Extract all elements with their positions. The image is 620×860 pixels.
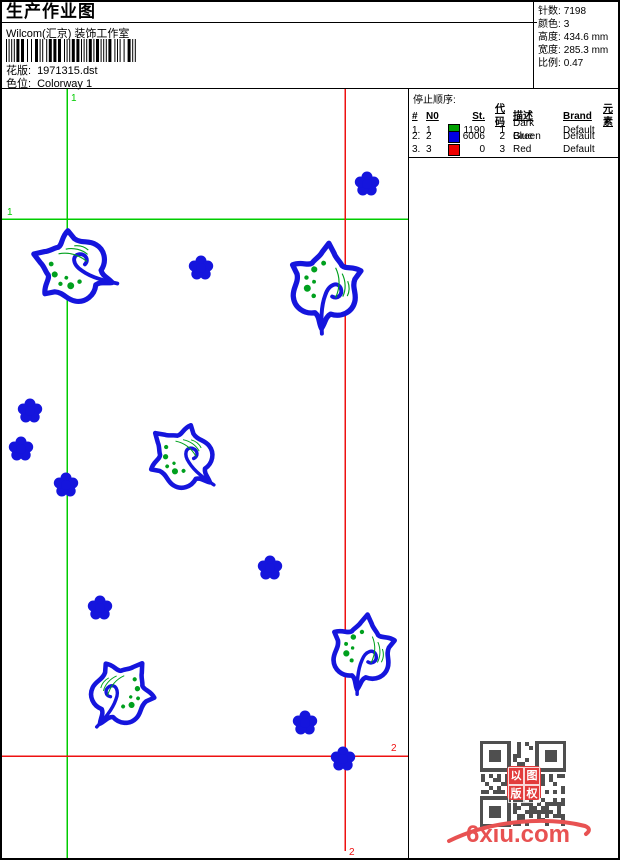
stitch-count: 针数: 7198	[538, 6, 587, 17]
page-title: 生产作业图	[2, 2, 537, 23]
color-swatch	[448, 130, 460, 143]
pattern-value: 1971315.dst	[37, 65, 98, 77]
studio-name: Wilcom(汇京) 装饰工作室	[6, 28, 130, 40]
copyright-stamp: 以图版权	[508, 767, 540, 803]
table-row: 3. 3 0 3 Red Default	[412, 143, 595, 156]
stop-sequence-table: 停止顺序: # N0 St. 代码 描述 Brand 元素 1. 1 1190 1 …	[409, 89, 618, 158]
table-row: 1. 1 1190 1 Dark Green Default	[412, 118, 595, 142]
barcode-image	[6, 39, 136, 62]
marker-labels: 1 1 2 2	[7, 93, 397, 858]
design-width: 宽度: 285.3 mm	[538, 45, 609, 56]
table-header-row: # N0 St. 代码 描述 Brand 元素	[412, 104, 613, 128]
color-swatch	[448, 143, 460, 156]
design-info-panel: 针数: 7198 颜色: 3 高度: 434.6 mm 宽度: 285.3 mm 比例:…	[533, 2, 616, 88]
embroidery-design-canvas: .lf-body{fill:#fff;stroke:#1515dd;stroke…	[2, 89, 408, 858]
table-row: 2. 2 6006 2 Blue Default	[412, 130, 595, 143]
svg-text:2: 2	[391, 743, 397, 754]
colorway-label: 色位:	[6, 78, 32, 90]
pattern-label: 花版:	[6, 65, 32, 77]
color-count: 颜色: 3	[538, 19, 570, 30]
colorway-value: Colorway 1	[37, 78, 93, 90]
svg-text:1: 1	[7, 207, 13, 218]
svg-text:1: 1	[71, 93, 77, 104]
colorway-field: 色位: Colorway 1	[6, 75, 92, 91]
design-height: 高度: 434.6 mm	[538, 32, 609, 43]
watermark-text: 6xiu.com	[465, 821, 571, 848]
worksheet-body: .lf-body{fill:#fff;stroke:#1515dd;stroke…	[2, 88, 618, 858]
right-panel: 停止顺序: # N0 St. 代码 描述 Brand 元素 1. 1 1190 1 …	[408, 89, 618, 858]
design-scale: 比例: 0.47	[538, 58, 584, 69]
pattern-field: 花版: 1971315.dst	[6, 62, 98, 78]
svg-text:2: 2	[349, 847, 355, 858]
stop-sequence-title: 停止顺序:	[413, 95, 456, 106]
